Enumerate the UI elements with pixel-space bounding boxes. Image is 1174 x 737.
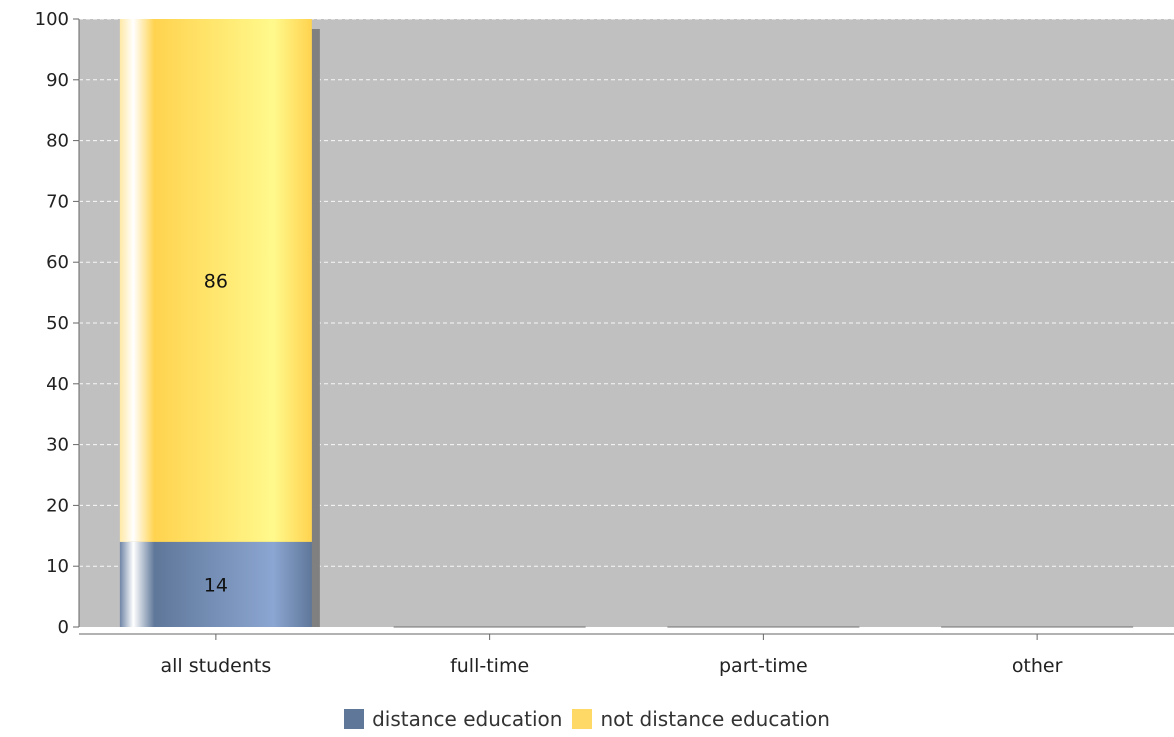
y-tick-label: 40	[46, 374, 69, 395]
bar-not-distance-education	[119, 19, 312, 542]
legend-swatch-distance-education	[344, 709, 365, 729]
y-tick-label: 70	[46, 191, 69, 212]
legend-label-not-distance-education: not distance education	[600, 707, 830, 731]
y-tick-label: 80	[46, 131, 69, 152]
y-tick-label: 20	[46, 495, 69, 516]
legend-item-not-distance-education: not distance education	[572, 707, 830, 731]
y-tick-label: 10	[46, 556, 69, 577]
legend-swatch-not-distance-education	[572, 709, 593, 729]
x-tick-label: all students	[160, 655, 271, 677]
data-label: 14	[204, 574, 228, 596]
x-tick-label: other	[1012, 655, 1063, 677]
legend: distance education not distance educatio…	[0, 704, 1174, 734]
y-tick-label: 60	[46, 252, 69, 273]
legend-label-distance-education: distance education	[372, 707, 563, 731]
y-tick-label: 50	[46, 313, 69, 334]
x-tick-label: full-time	[450, 655, 529, 677]
data-label: 86	[204, 270, 228, 292]
y-tick-label: 30	[46, 435, 69, 456]
legend-item-distance-education: distance education	[344, 707, 562, 731]
x-tick-label: part-time	[719, 655, 808, 677]
bar-distance-education	[119, 541, 312, 627]
y-tick-label: 0	[58, 617, 69, 638]
y-tick-label: 100	[35, 9, 69, 30]
y-tick-label: 90	[46, 70, 69, 91]
